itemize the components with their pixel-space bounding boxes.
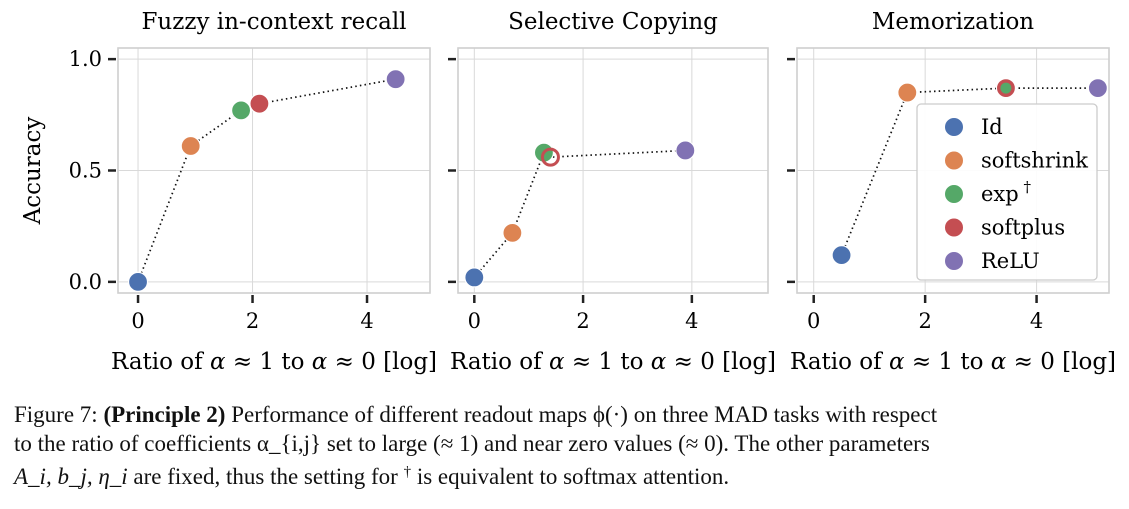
legend-label: Id [981, 115, 1003, 139]
x-axis-label-part: ≈ 1 to [226, 349, 312, 375]
x-axis-label-part: Ratio of [790, 349, 889, 375]
caption-dagger: † [403, 464, 412, 480]
legend: Id softshrink exp † softplus ReLU [916, 103, 1098, 281]
legend-marker-relu [944, 251, 964, 271]
x-axis-label-part: ≈ 1 to [565, 349, 651, 375]
point-softshrink [502, 222, 523, 243]
x-axis-label-part: α [991, 349, 1007, 375]
y-tick-label: 0.0 [69, 270, 102, 294]
x-tick-label: 2 [576, 309, 589, 333]
x-tick-label: 0 [131, 309, 144, 333]
caption-vars: A_i, b_j, η_i [14, 464, 128, 489]
panel-title: Selective Copying [508, 9, 718, 35]
legend-marker-id [944, 117, 964, 137]
y-axis-label: Accuracy [20, 117, 46, 226]
x-tick-label: 2 [918, 309, 931, 333]
x-axis-label-part: α [651, 349, 667, 375]
legend-label: ReLU [981, 249, 1040, 273]
connector-line [473, 149, 686, 278]
x-axis-label-part: α [210, 349, 226, 375]
legend-label-text: exp [981, 182, 1019, 206]
panel-2: Selective Copying 0 2 4 Ratio of α ≈ 1 to α … [448, 9, 776, 375]
x-axis-label-part: ≈ 0 [log] [1006, 349, 1116, 375]
point-relu [1087, 77, 1108, 99]
legend-box [916, 103, 1098, 281]
figure: Fuzzy in-context recall 0 2 4 0.0 0.5 1.0 Accur… [20, 9, 1116, 375]
x-axis-label: Ratio of α ≈ 1 to α ≈ 0 [log] [450, 349, 776, 375]
legend-label-text: softplus [981, 216, 1065, 240]
x-tick-label: 4 [360, 309, 373, 333]
legend-label: exp † [981, 178, 1031, 206]
point-exp [1000, 82, 1012, 94]
panel-title: Fuzzy in-context recall [141, 9, 406, 35]
point-id [464, 267, 485, 288]
caption-line-3-mid: are fixed, thus the setting for [127, 464, 404, 489]
caption-line-1-text: Performance of different readout maps ϕ(… [225, 402, 938, 427]
x-axis-label: Ratio of α ≈ 1 to α ≈ 0 [log] [790, 349, 1116, 375]
plot-frame [457, 47, 769, 294]
legend-label-text: ReLU [981, 249, 1040, 273]
caption-line-3: A_i, b_j, η_i are fixed, thus the settin… [14, 458, 1114, 491]
x-axis-label-part: Ratio of [450, 349, 549, 375]
legend-marker-softshrink [944, 150, 964, 171]
plot-frame [796, 47, 1110, 294]
legend-label: softshrink [981, 149, 1088, 173]
legend-marker-softplus [944, 217, 964, 238]
legend-label-text: softshrink [981, 149, 1088, 173]
x-tick-label: 0 [807, 309, 820, 333]
x-axis-label: Ratio of α ≈ 1 to α ≈ 0 [log] [111, 349, 437, 375]
caption-line-1: Figure 7: (Principle 2) Performance of d… [14, 400, 1114, 429]
caption-line-2: to the ratio of coefficients α_{i,j} set… [14, 431, 930, 456]
connector-line [840, 87, 1098, 256]
point-softplus [540, 147, 560, 167]
y-tick-label: 1.0 [69, 47, 102, 71]
caption-line-3-end: is equivalent to softmax attention. [411, 464, 730, 489]
point-softshrink [897, 82, 918, 103]
legend-dagger: † [1019, 178, 1032, 196]
x-tick-label: 2 [246, 309, 259, 333]
panel-3: Memorization 0 2 4 Ratio of α ≈ 1 to α ≈ 0 [… [787, 9, 1116, 375]
caption-principle: (Principle 2) [103, 402, 226, 427]
x-tick-label: 4 [1030, 309, 1043, 333]
panel-title: Memorization [872, 9, 1034, 35]
x-axis-label-part: α [312, 349, 328, 375]
x-axis-label-part: ≈ 1 to [905, 349, 991, 375]
legend-label: softplus [981, 216, 1065, 240]
x-axis-label-part: Ratio of [111, 349, 210, 375]
x-axis-label-part: α [549, 349, 565, 375]
y-tick-label: 0.5 [69, 159, 102, 183]
x-tick-label: 0 [468, 309, 481, 333]
point-relu [675, 140, 696, 161]
legend-marker-exp [944, 184, 964, 204]
caption-label: Figure 7: [14, 402, 98, 427]
point-exp [230, 100, 252, 121]
point-id [127, 271, 149, 292]
panel-1: Fuzzy in-context recall 0 2 4 0.0 0.5 1.0 Accur… [20, 9, 437, 375]
point-softshrink [180, 135, 201, 157]
point-relu [385, 69, 406, 90]
plot-frame [117, 47, 431, 294]
x-axis-label-part: ≈ 0 [log] [666, 349, 776, 375]
point-softplus [249, 93, 270, 114]
x-axis-label-part: ≈ 0 [log] [327, 349, 437, 375]
point-id [831, 245, 852, 266]
x-tick-label: 4 [685, 309, 698, 333]
figure-caption: Figure 7: (Principle 2) Performance of d… [14, 400, 1114, 491]
legend-label-text: Id [981, 115, 1003, 139]
x-axis-label-part: α [889, 349, 905, 375]
